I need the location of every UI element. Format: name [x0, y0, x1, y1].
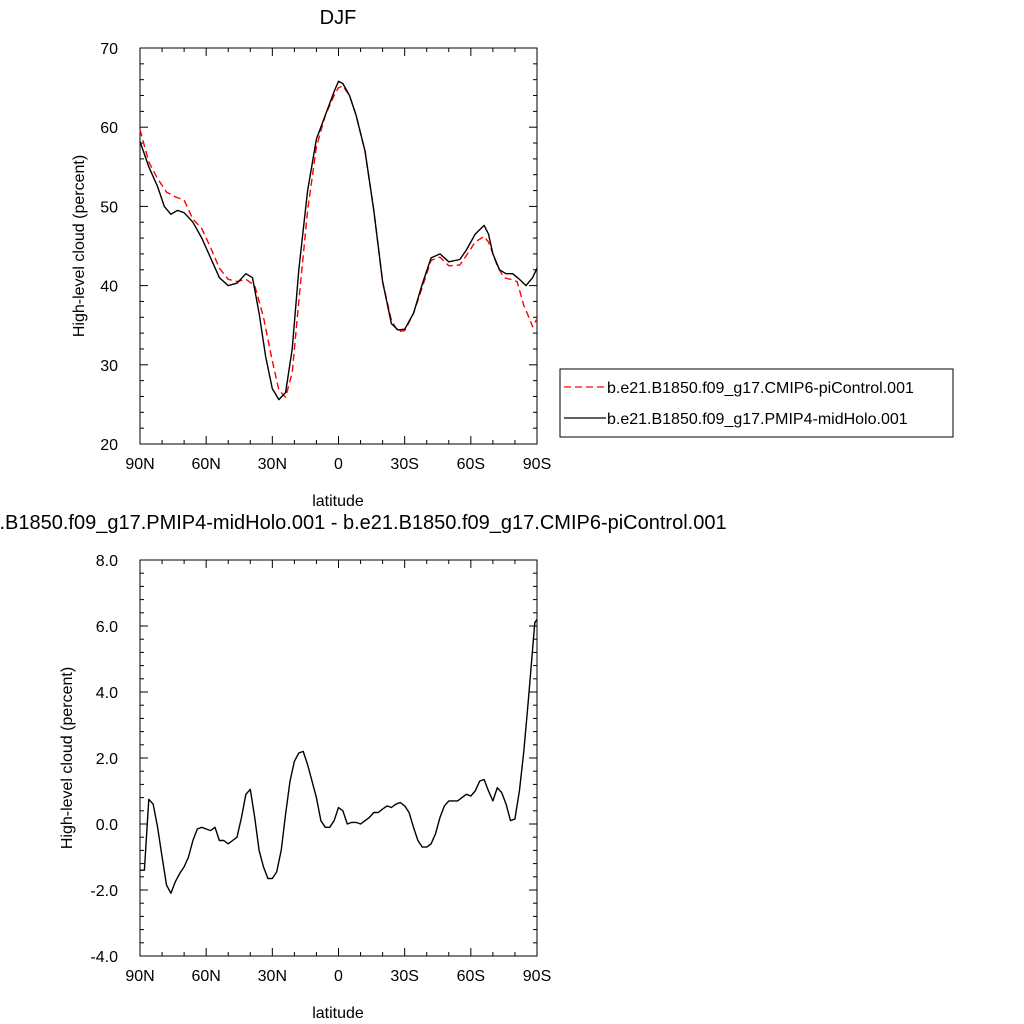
bottom-x-tick-label: 30S	[390, 968, 418, 985]
bottom-y-tick-label: 4.0	[96, 685, 118, 702]
bottom-x-tick-label: 90S	[523, 968, 551, 985]
legend: b.e21.B1850.f09_g17.CMIP6-piControl.001 …	[559, 368, 954, 438]
top-series-line-picontrol	[139, 85, 538, 398]
top-x-tick-label: 30S	[390, 456, 418, 473]
top-y-tick-label: 50	[100, 199, 118, 216]
bottom-x-tick-label: 30N	[258, 968, 287, 985]
top-x-tick-label: 90S	[523, 456, 551, 473]
legend-label-picontrol: b.e21.B1850.f09_g17.CMIP6-piControl.001	[607, 380, 914, 397]
top-x-tick-label: 60S	[457, 456, 485, 473]
top-x-tick-label: 90N	[125, 456, 154, 473]
bottom-x-tick-label: 60S	[457, 968, 485, 985]
bottom-x-tick-label: 60N	[191, 968, 220, 985]
bottom-x-axis-label: latitude	[312, 1005, 364, 1022]
bottom-y-tick-label: 2.0	[96, 751, 118, 768]
bottom-y-tick-label: -4.0	[90, 949, 118, 966]
top-y-axis-label: High-level cloud (percent)	[71, 155, 88, 337]
top-chart-title: DJF	[320, 7, 357, 29]
bottom-series-line-difference	[140, 619, 538, 894]
top-y-tick-label: 60	[100, 120, 118, 137]
bottom-plot-frame	[139, 559, 538, 957]
bottom-series-group	[140, 619, 538, 894]
top-x-tick-label: 0	[334, 456, 343, 473]
top-series-line-midholo	[139, 80, 538, 401]
top-x-tick-label: 30N	[258, 456, 287, 473]
legend-label-midholo: b.e21.B1850.f09_g17.PMIP4-midHolo.001	[607, 411, 908, 428]
top-axis-ticks: 90N 60N 30N 0 30S 60S 90S 20 30 40 50 60 70	[100, 41, 551, 473]
bottom-x-tick-label: 90N	[125, 968, 154, 985]
top-series-group	[139, 80, 538, 401]
top-y-tick-label: 40	[100, 279, 118, 296]
bottom-y-tick-label: 8.0	[96, 553, 118, 570]
top-y-tick-label: 70	[100, 41, 118, 58]
top-y-tick-label: 20	[100, 437, 118, 454]
bottom-axis-ticks: 90N 60N 30N 0 30S 60S 90S -4.0 -2.0 0.0 2.0 4.0 6.0 8…	[90, 553, 551, 985]
bottom-chart-title: b.e21.B1850.f09_g17.PMIP4-midHolo.001 - …	[0, 512, 727, 534]
bottom-y-tick-label: 0.0	[96, 817, 118, 834]
top-plot-frame	[139, 47, 538, 445]
bottom-y-axis-label: High-level cloud (percent)	[59, 667, 76, 849]
top-x-axis-label: latitude	[312, 493, 364, 510]
top-x-tick-label: 60N	[191, 456, 220, 473]
bottom-y-tick-label: 6.0	[96, 619, 118, 636]
legend-box	[559, 368, 954, 438]
bottom-chart: b.e21.B1850.f09_g17.PMIP4-midHolo.001 - …	[0, 512, 727, 1022]
bottom-x-tick-label: 0	[334, 968, 343, 985]
top-chart: DJF 90N 60N 30N 0 30S 60S 90S 20 30 40 50 60 70 lati…	[71, 7, 551, 510]
top-y-tick-label: 30	[100, 358, 118, 375]
bottom-y-tick-label: -2.0	[90, 883, 118, 900]
